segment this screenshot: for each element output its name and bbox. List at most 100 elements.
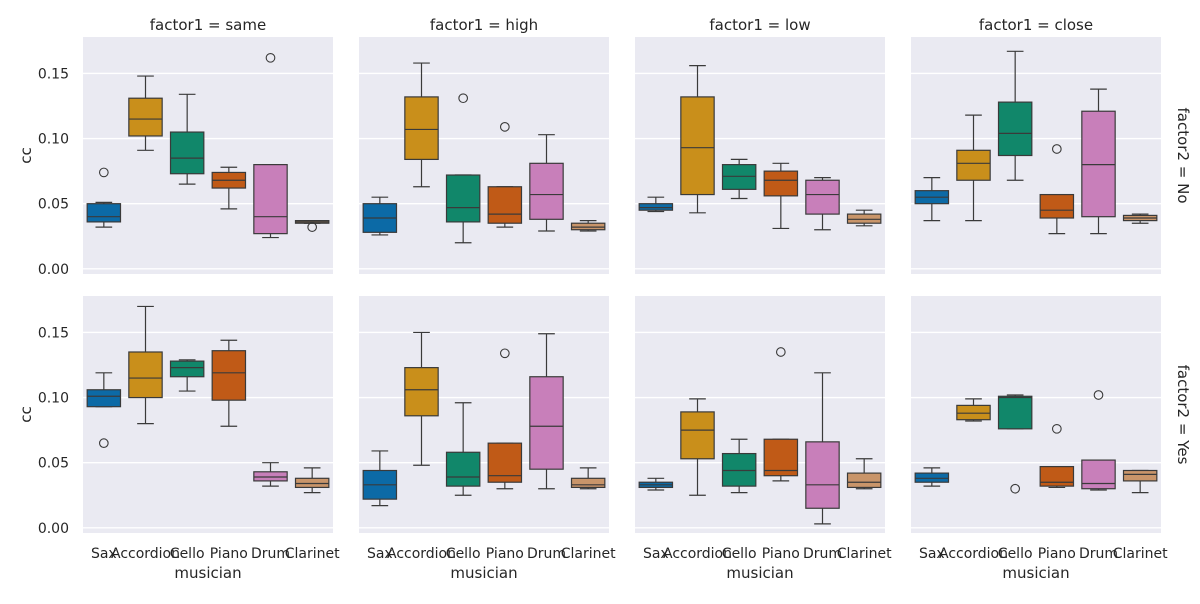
box-sax	[914, 472, 950, 483]
box-sax	[86, 203, 122, 223]
x-tick-label: Piano	[1038, 546, 1076, 562]
box-piano	[763, 438, 799, 477]
box-cello	[721, 164, 757, 190]
panel-title: factor1 = close	[979, 16, 1093, 34]
box-clarinet	[1122, 469, 1158, 482]
box-accordion	[404, 367, 439, 417]
x-tick-label: Clarinet	[1113, 546, 1168, 562]
y-axis-label: cc	[17, 147, 35, 164]
box-piano	[1039, 193, 1075, 219]
box-drum	[805, 441, 840, 509]
outlier-point	[265, 52, 276, 63]
box-piano	[763, 170, 799, 197]
outlier-point	[98, 438, 109, 448]
panel-title: factor1 = low	[709, 16, 810, 34]
x-tick-label: Clarinet	[285, 546, 340, 562]
outlier-point	[775, 347, 786, 357]
row-facet-label: factor2 = Yes	[1174, 365, 1192, 465]
outlier-point	[1051, 423, 1062, 434]
x-tick-label: Drum	[1079, 546, 1118, 562]
box-clarinet	[570, 222, 606, 231]
box-sax	[638, 203, 674, 211]
y-tick-label: 0.15	[38, 66, 69, 82]
box-cello	[997, 101, 1033, 157]
box-drum	[529, 162, 564, 220]
x-tick-label: Accordion	[939, 546, 1008, 562]
panel-background	[83, 296, 333, 533]
x-tick-label: Piano	[762, 546, 800, 562]
x-tick-label: Sax	[91, 546, 117, 562]
panel-background	[83, 37, 333, 274]
box-cello	[445, 451, 481, 487]
outlier-point	[307, 222, 318, 232]
outlier-point	[1010, 483, 1021, 494]
panel-title: factor1 = high	[430, 16, 538, 34]
panel-background	[911, 37, 1161, 274]
y-tick-label: 0.10	[38, 132, 69, 148]
box-piano	[487, 186, 523, 224]
panel-background	[359, 37, 609, 274]
x-tick-label: Sax	[643, 546, 669, 562]
box-drum	[529, 376, 564, 470]
box-cello	[169, 360, 205, 378]
panel-title: factor1 = same	[150, 16, 266, 34]
panel-background	[635, 296, 885, 533]
x-tick-label: Sax	[919, 546, 945, 562]
x-tick-label: Cello	[998, 546, 1033, 562]
y-tick-label: 0.00	[38, 521, 69, 537]
y-tick-label: 0.15	[38, 325, 69, 341]
row-facet-label: factor2 = No	[1174, 108, 1192, 204]
y-tick-label: 0.05	[38, 197, 69, 213]
outlier-point	[98, 167, 109, 178]
x-tick-label: Accordion	[663, 546, 732, 562]
x-tick-label: Accordion	[387, 546, 456, 562]
outlier-point	[458, 93, 469, 104]
x-tick-label: Clarinet	[837, 546, 892, 562]
box-drum	[253, 471, 288, 482]
x-tick-label: Sax	[367, 546, 393, 562]
panel-background	[359, 296, 609, 533]
y-tick-label: 0.10	[38, 391, 69, 407]
x-tick-label: Drum	[803, 546, 842, 562]
box-drum	[1081, 110, 1116, 218]
box-clarinet	[294, 477, 330, 489]
x-axis-label: musician	[726, 564, 793, 582]
box-clarinet	[846, 213, 882, 224]
y-tick-label: 0.00	[38, 262, 69, 278]
box-piano	[487, 442, 523, 483]
box-drum	[253, 164, 288, 235]
x-axis-label: musician	[174, 564, 241, 582]
box-clarinet	[570, 477, 606, 489]
box-accordion	[680, 411, 715, 460]
x-tick-label: Cello	[722, 546, 757, 562]
x-tick-label: Cello	[170, 546, 205, 562]
x-tick-label: Piano	[486, 546, 524, 562]
box-sax	[86, 389, 122, 408]
box-cello	[169, 131, 205, 175]
box-clarinet	[846, 472, 882, 489]
x-tick-label: Drum	[251, 546, 290, 562]
x-tick-label: Piano	[210, 546, 248, 562]
box-accordion	[404, 96, 439, 161]
x-axis-label: musician	[450, 564, 517, 582]
box-accordion	[128, 97, 163, 137]
x-tick-label: Clarinet	[561, 546, 616, 562]
x-axis-label: musician	[1002, 564, 1069, 582]
outlier-point	[1093, 390, 1104, 400]
y-axis-label: cc	[17, 406, 35, 423]
x-tick-label: Accordion	[111, 546, 180, 562]
panel-background	[911, 296, 1161, 533]
panel-background	[635, 37, 885, 274]
box-cello	[997, 395, 1033, 430]
x-tick-label: Cello	[446, 546, 481, 562]
box-drum	[805, 179, 840, 215]
box-accordion	[956, 404, 991, 421]
box-piano	[1039, 465, 1075, 487]
x-tick-label: Drum	[527, 546, 566, 562]
box-accordion	[680, 96, 715, 196]
box-accordion	[956, 149, 991, 181]
y-tick-label: 0.05	[38, 456, 69, 472]
box-cello	[721, 452, 757, 487]
outlier-point	[1051, 144, 1062, 154]
